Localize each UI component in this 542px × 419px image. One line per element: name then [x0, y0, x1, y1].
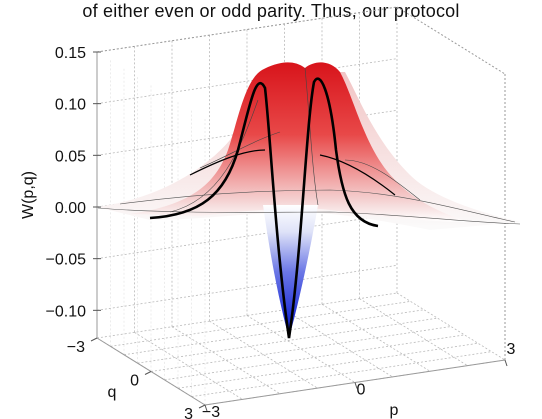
z-tick-label: −0.05: [46, 252, 87, 269]
grid-line-floor-p: [284, 309, 393, 378]
box-edge-top-back: [96, 6, 398, 53]
body-text-line: of either even or odd parity. Thus, our …: [82, 1, 460, 21]
grid-line-back-horizontal: [96, 264, 398, 311]
grid-line-floor-q: [110, 300, 411, 347]
z-tick-label: 0.00: [55, 200, 86, 217]
z-tick-label: −0.10: [46, 303, 87, 320]
grid-line-floor-p: [171, 326, 281, 395]
grid-line-floor-q: [164, 334, 465, 381]
p-tick-label: 0: [357, 382, 366, 399]
q-axis-ticks: −3 0 3: [67, 337, 206, 419]
p-tick-mark: [354, 382, 358, 389]
p-tick-label: −3: [202, 404, 220, 419]
surface-mesh-line-6: [97, 207, 521, 225]
p-tick-mark: [204, 404, 208, 412]
p-axis-label: p: [390, 402, 399, 419]
surface-mesh-line-4: [344, 159, 421, 201]
grid-line-floor-p: [321, 303, 431, 372]
z-axis-label: W(p,q): [20, 171, 37, 219]
grid-line-floor-q: [191, 351, 492, 398]
q-tick-label: −3: [67, 339, 85, 356]
grid-line-floor-q: [123, 309, 425, 356]
box-edge-top-right: [396, 6, 506, 75]
p-axis-ticks: −3 0 3: [202, 341, 516, 419]
cross-section-curve-q-right: [319, 154, 396, 196]
q-tick-mark: [90, 337, 98, 342]
surface-mesh-line-1: [169, 99, 259, 213]
q-tick-label: 0: [130, 373, 139, 390]
grid-line-floor-p: [209, 320, 318, 389]
grid-line-floor-p: [359, 298, 468, 366]
grid-line-floor-q: [150, 326, 452, 372]
surface-mesh-line-5: [119, 189, 516, 223]
grid-line-floor-q: [96, 292, 398, 339]
z-tick-label: 0.05: [55, 148, 86, 165]
z-tick-label: 0.15: [55, 45, 86, 62]
surface-positive-hump: [130, 62, 470, 222]
grid-line-floor-p: [396, 292, 506, 361]
z-axis-ticks: 0.15 0.10 0.05 0.00 −0.05 −0.10: [46, 45, 101, 320]
z-tick-label: 0.10: [55, 97, 86, 114]
q-axis-label: q: [108, 384, 117, 401]
cross-section-curve-q: [189, 149, 266, 176]
p-tick-mark: [504, 359, 508, 367]
grid-line-floor-q: [177, 342, 479, 389]
surface: [97, 62, 521, 338]
grid-line-back-horizontal: [96, 213, 398, 260]
p-tick-label: 3: [507, 341, 516, 358]
q-tick-mark: [198, 404, 206, 409]
cross-section-curve-p: [149, 77, 379, 339]
q-tick-mark: [144, 371, 152, 375]
grid-line-floor-q: [137, 317, 438, 364]
grid-line-floor-p: [134, 332, 243, 400]
grid-line-back-horizontal: [96, 58, 398, 105]
cross-sections: [149, 77, 396, 339]
q-tick-label: 3: [184, 406, 193, 419]
surface-mesh-line-3: [304, 67, 319, 206]
surface-mesh-line-2: [199, 131, 281, 169]
grid-line-floor-p: [246, 315, 356, 383]
